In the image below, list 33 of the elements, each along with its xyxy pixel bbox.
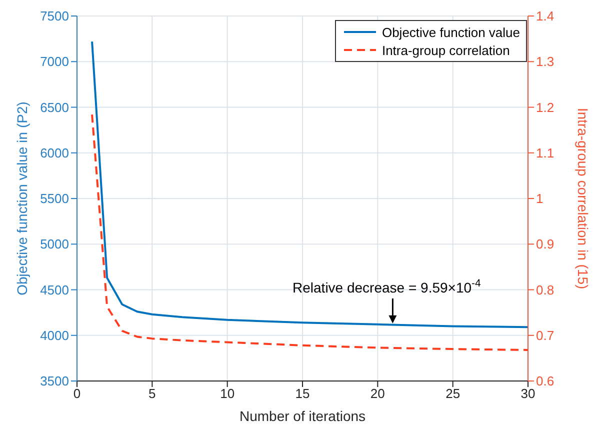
y2-tick-label: 1.1 xyxy=(536,145,554,160)
y-tick-label: 4000 xyxy=(40,328,69,343)
line-series xyxy=(91,114,528,351)
x-axis-title: Number of iterations xyxy=(239,408,366,424)
x-tick-label: 20 xyxy=(370,386,385,402)
y2-tick-label: 0.9 xyxy=(536,236,554,252)
x-tick-label: 30 xyxy=(520,386,536,402)
y-tick-label: 5000 xyxy=(40,236,69,252)
legend-label: Intra-group correlation xyxy=(382,42,510,58)
y2-tick-label: 1.2 xyxy=(536,100,554,115)
y-tick-label: 7000 xyxy=(40,54,69,70)
y-tick-label: 7500 xyxy=(40,8,69,24)
x-tick-label: 15 xyxy=(295,386,310,402)
line-series xyxy=(91,40,528,328)
y2-tick-label: 0.8 xyxy=(536,282,554,298)
y2-tick-label: 0.7 xyxy=(536,328,554,343)
y2-tick-label: 1.4 xyxy=(536,8,554,24)
x-tick-label: 5 xyxy=(148,386,156,402)
x-tick-label: 0 xyxy=(73,386,81,402)
y-tick-label: 4500 xyxy=(40,282,69,298)
x-tick-label: 10 xyxy=(220,386,235,402)
legend-label: Objective function value xyxy=(382,24,520,40)
y-axis-title: Objective function value in (P2) xyxy=(14,102,30,296)
y-tick-label: 3500 xyxy=(40,374,69,389)
y-tick-label: 6000 xyxy=(40,145,69,160)
y2-axis-title: Intra-group correlation in (15) xyxy=(575,108,592,290)
y2-tick-label: 1.3 xyxy=(536,54,554,70)
y-tick-label: 6500 xyxy=(40,100,69,115)
y2-tick-label: 1 xyxy=(536,191,544,206)
y2-tick-label: 0.6 xyxy=(536,374,554,389)
y-tick-label: 5500 xyxy=(40,191,69,206)
x-tick-label: 25 xyxy=(446,386,460,402)
annotation: Relative decrease = 9.59×10$^{-4}$ xyxy=(292,277,482,296)
